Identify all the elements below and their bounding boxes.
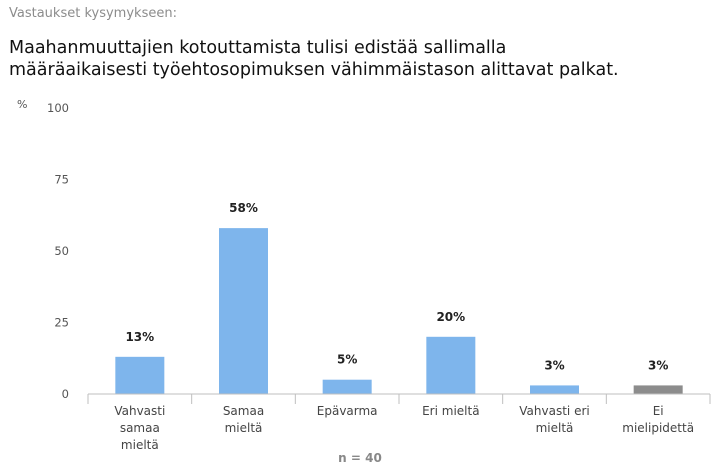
bar: [219, 228, 268, 394]
y-ticks: 0 25 50 75 100: [47, 101, 69, 401]
bar: [530, 385, 579, 394]
question-line-2: määräaikaisesti työehtosopimuksen vähimm…: [9, 60, 619, 80]
bar: [115, 356, 165, 394]
bar: [426, 336, 476, 394]
y-axis-label: %: [17, 98, 27, 111]
y-tick-label: 100: [47, 101, 69, 115]
bar-value-label: 3%: [648, 358, 668, 372]
y-tick-label: 0: [62, 387, 69, 401]
bar-value-label: 3%: [544, 358, 564, 372]
data-labels: 13% 58% 5% 20% 3% 3%: [125, 201, 668, 372]
category-label: Vahvasti eri mieltä: [519, 404, 589, 435]
bar-value-label: 58%: [229, 201, 258, 215]
category-label: Ei mielipidettä: [622, 404, 694, 435]
bar-value-label: 13%: [125, 330, 154, 344]
category-label: Vahvasti samaa mieltä: [114, 404, 165, 452]
bar-value-label: 5%: [337, 353, 357, 367]
question-line-1: Maahanmuuttajien kotouttamista tulisi ed…: [9, 38, 507, 58]
bars: [115, 228, 683, 394]
sample-size-note: n = 40: [338, 451, 382, 465]
bar: [322, 379, 372, 394]
question-title: Maahanmuuttajien kotouttamista tulisi ed…: [9, 37, 709, 81]
category-label: Eri mieltä: [422, 404, 479, 418]
subtitle: Vastaukset kysymykseen:: [9, 6, 177, 21]
y-tick-label: 25: [54, 316, 69, 330]
bar-value-label: 20%: [436, 310, 465, 324]
category-label: Samaa mieltä: [223, 404, 264, 435]
y-tick-label: 75: [54, 173, 69, 187]
bar: [633, 385, 683, 394]
y-tick-label: 50: [54, 244, 69, 258]
category-labels: Vahvasti samaa mieltä Samaa mieltä Epävarma Er…: [114, 404, 694, 452]
x-ticks: [87, 394, 711, 404]
category-label: Epävarma: [317, 404, 378, 418]
